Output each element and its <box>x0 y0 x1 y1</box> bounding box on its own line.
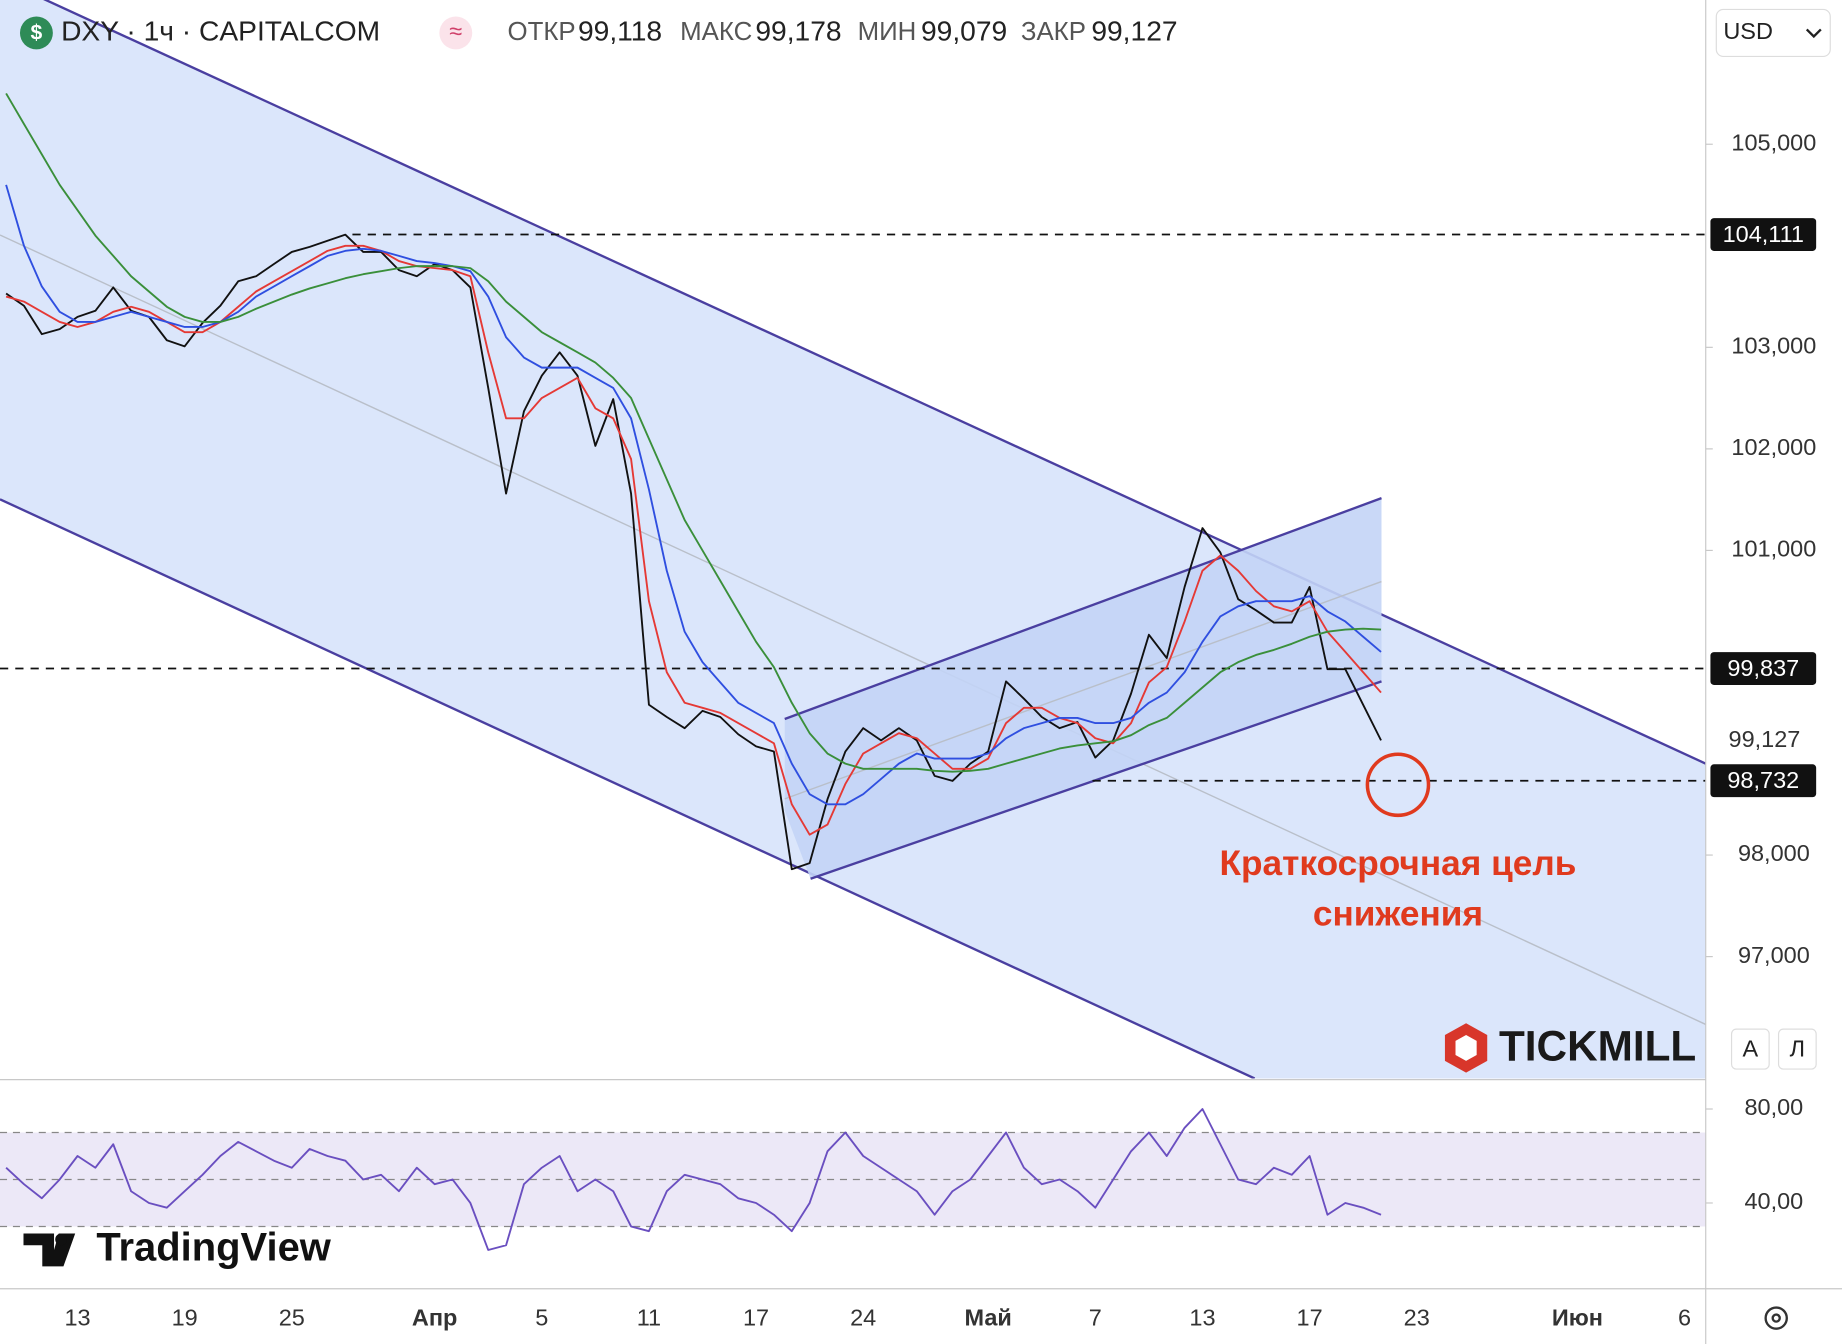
y-tick-label: 98,000 <box>1738 840 1810 866</box>
y-tick-label: 101,000 <box>1731 536 1816 562</box>
small-channel-fill <box>784 498 1382 879</box>
ohlc-value: 99,118 <box>578 14 662 46</box>
ohlc-name: ЗАКР <box>1021 18 1086 46</box>
channel-upper <box>43 0 1706 765</box>
tradingview-logo: TradingView <box>23 1226 332 1270</box>
y-tick-label: 105,000 <box>1731 129 1816 155</box>
x-tick-label: Май <box>965 1304 1012 1330</box>
series-line <box>5 184 1382 806</box>
x-tick-label: Июн <box>1552 1304 1603 1330</box>
dropdown-arrow <box>1805 28 1822 39</box>
tickmill-logo: TICKMILL <box>1444 1022 1696 1073</box>
symbol[interactable]: DXY · 1ч · CAPITALCOM <box>61 14 380 46</box>
series-line <box>5 1108 1382 1251</box>
ohlc-value: 99,178 <box>755 14 841 46</box>
channel-mid <box>0 234 1706 1026</box>
currency: USD <box>1723 18 1773 44</box>
symbol-icon <box>19 16 53 50</box>
ohlc-fields: ОТКР 99,118 МАКС 99,178 МИН 99,079 ЗАКР 99,127 <box>507 14 1177 46</box>
y-tick-label: 97,000 <box>1738 942 1810 968</box>
annotation: снижения <box>1313 895 1483 934</box>
log-button[interactable] <box>1777 1028 1817 1070</box>
main-pane <box>0 92 1706 871</box>
series-line <box>5 92 1382 773</box>
indicator-icon <box>439 16 473 50</box>
x-tick-label: 19 <box>172 1304 198 1330</box>
annotation: Краткосрочная цель <box>1220 844 1577 883</box>
tickmill-mark-inner <box>1455 1034 1477 1061</box>
level-tag <box>1710 764 1817 798</box>
channel-lower <box>0 498 1256 1079</box>
auto-button[interactable] <box>1730 1028 1770 1070</box>
tradingview-text: TradingView <box>96 1226 331 1270</box>
series-line <box>5 244 1382 836</box>
symbol-icon-glyph: $ <box>31 22 43 45</box>
x-tick-label: Апр <box>412 1304 458 1330</box>
y-tick-label: 80,00 <box>1744 1094 1803 1120</box>
x-tick-label: 17 <box>1297 1304 1323 1330</box>
x-tick-label: 13 <box>64 1304 90 1330</box>
x-tick-label: 7 <box>1089 1304 1102 1330</box>
y-tick-label: 102,000 <box>1731 434 1816 460</box>
last-price-label: 99,127 <box>1729 726 1801 752</box>
rsi-pane <box>0 1108 1706 1251</box>
ohlc-name: МИН <box>858 18 917 46</box>
level-label: 104,111 <box>1723 221 1804 247</box>
settings-icon-inner <box>1771 1313 1781 1323</box>
x-tick-label: 6 <box>1678 1304 1691 1330</box>
ohlc-name: ОТКР <box>507 18 575 46</box>
x-tick-label: 23 <box>1404 1304 1430 1330</box>
target-circle <box>1365 752 1431 818</box>
auto-label: А <box>1743 1035 1759 1061</box>
x-tick-label: 13 <box>1189 1304 1215 1330</box>
ohlc-name: МАКС <box>680 18 752 46</box>
level-tag <box>1710 652 1817 685</box>
small-channel-mid <box>784 580 1382 800</box>
x-tick-label: 5 <box>535 1304 548 1330</box>
y-tick-label: 103,000 <box>1731 333 1816 359</box>
level-label: 98,732 <box>1727 767 1799 793</box>
x-tick-label: 24 <box>850 1304 876 1330</box>
ohlc-value: 99,127 <box>1091 14 1177 46</box>
indicator-glyph: ≈ <box>449 18 462 44</box>
x-tick-label: 17 <box>743 1304 769 1330</box>
settings-icon[interactable] <box>1764 1306 1788 1330</box>
ohlc-value: 99,079 <box>921 14 1007 46</box>
tv-mark <box>23 1233 76 1267</box>
series-line <box>5 233 1382 871</box>
currency-select[interactable] <box>1715 8 1831 58</box>
level-tag <box>1710 218 1817 251</box>
x-tick-label: 11 <box>637 1304 661 1330</box>
x-tick-label: 25 <box>279 1304 305 1330</box>
log-label: Л <box>1790 1035 1805 1061</box>
tv-dot <box>55 1233 67 1246</box>
small-channel-upper <box>784 497 1382 721</box>
y-tick-label: 40,00 <box>1744 1188 1803 1214</box>
tickmill-text: TICKMILL <box>1499 1022 1696 1069</box>
level-label: 99,837 <box>1727 655 1799 681</box>
